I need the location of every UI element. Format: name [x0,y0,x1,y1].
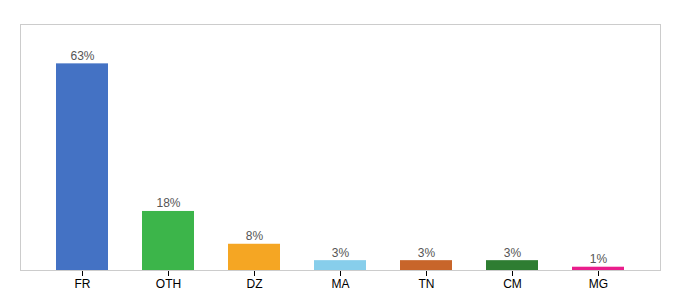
svg-text:63%: 63% [70,49,94,63]
svg-text:TN: TN [419,277,435,291]
svg-text:MA: MA [332,277,350,291]
svg-text:FR: FR [75,277,91,291]
svg-text:MG: MG [589,277,608,291]
svg-text:3%: 3% [418,246,436,260]
svg-text:1%: 1% [590,252,608,266]
svg-text:OTH: OTH [156,277,181,291]
svg-text:3%: 3% [332,246,350,260]
svg-text:3%: 3% [504,246,522,260]
svg-text:CM: CM [503,277,522,291]
svg-text:DZ: DZ [247,277,263,291]
svg-text:8%: 8% [246,229,264,243]
svg-text:18%: 18% [156,196,180,210]
